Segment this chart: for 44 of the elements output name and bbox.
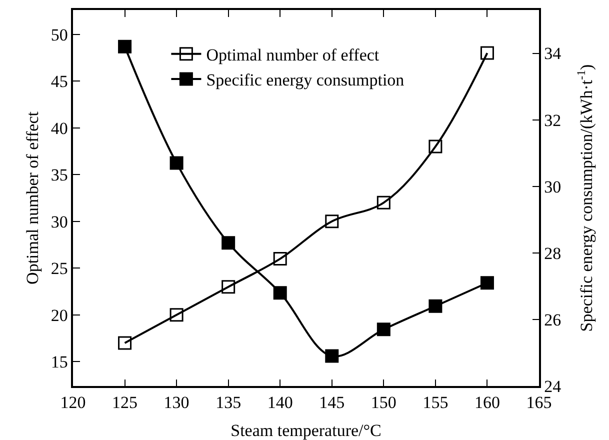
y2-tick-label: 28 bbox=[544, 244, 562, 263]
point bbox=[428, 299, 442, 313]
point bbox=[325, 349, 339, 363]
point bbox=[118, 336, 132, 350]
point bbox=[376, 196, 390, 210]
point bbox=[273, 252, 287, 266]
x-tick-label: 150 bbox=[370, 393, 396, 412]
y-tick-label: 30 bbox=[50, 212, 68, 232]
x-tick-label: 155 bbox=[422, 393, 448, 412]
y-axis-title: Optimal number of effect bbox=[22, 111, 42, 284]
x-tick-label: 145 bbox=[319, 393, 345, 412]
point bbox=[170, 156, 184, 170]
x-tick-label: 165 bbox=[526, 393, 552, 412]
point bbox=[325, 214, 339, 228]
x-tick-label: 160 bbox=[474, 393, 500, 412]
y2-tick-label: 26 bbox=[544, 310, 562, 330]
point bbox=[118, 40, 132, 54]
x-tick-label: 140 bbox=[267, 393, 293, 412]
point bbox=[480, 276, 494, 290]
y2-tick-label: 24 bbox=[544, 376, 562, 396]
y-tick-label: 15 bbox=[50, 352, 68, 372]
legend-label: Specific energy consumption bbox=[206, 70, 405, 90]
y2-tick-label: 34 bbox=[544, 44, 562, 64]
y-tick-label: 50 bbox=[50, 25, 68, 44]
legend-label: Optimal number of effect bbox=[206, 46, 380, 64]
point bbox=[170, 308, 184, 322]
y-tick-label: 25 bbox=[50, 259, 68, 278]
y-tick-label: 35 bbox=[50, 166, 68, 185]
point bbox=[222, 280, 236, 294]
y-tick-label: 40 bbox=[50, 118, 68, 138]
point bbox=[428, 140, 442, 154]
x-axis-title: Steam temperature/°C bbox=[230, 421, 382, 440]
y2-tick-label: 32 bbox=[544, 110, 562, 130]
x-tick-label: 130 bbox=[164, 393, 190, 412]
y2-tick-label: 30 bbox=[544, 177, 562, 196]
x-tick-label: 135 bbox=[216, 393, 242, 412]
point bbox=[480, 46, 494, 60]
y-tick-label: 45 bbox=[50, 72, 68, 92]
point bbox=[273, 286, 287, 300]
point bbox=[222, 236, 236, 250]
point bbox=[376, 322, 390, 336]
y-tick-label: 20 bbox=[50, 306, 68, 325]
x-tick-label: 120 bbox=[60, 393, 86, 412]
x-tick-label: 125 bbox=[112, 393, 138, 412]
